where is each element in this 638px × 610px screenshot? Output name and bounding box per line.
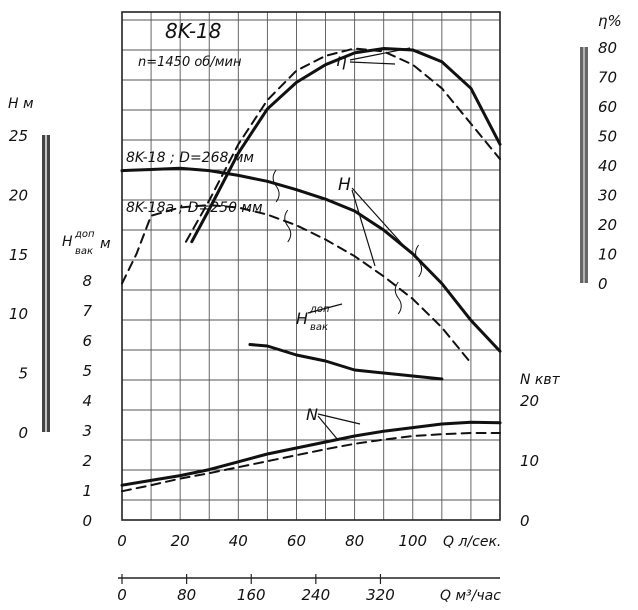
- x-tick-label: 20: [171, 532, 190, 550]
- series-n-solid-line: [120, 420, 502, 487]
- h-tick-label: 0: [18, 424, 28, 442]
- curves: [120, 46, 502, 493]
- eta-tick-label: 10: [598, 246, 617, 264]
- plot-border: [121, 11, 501, 521]
- eta-tick-label: 20: [598, 216, 617, 234]
- h-leader-line: [351, 187, 405, 247]
- x2-tick-label: 240: [302, 586, 331, 604]
- hvak-curve-label: H: [296, 309, 308, 328]
- hvak-tick-label: 2: [82, 452, 92, 470]
- operating-range-brace: [394, 281, 402, 315]
- labels: 0 20 40 60 80 100 Q л/сек.0 80 160 240 320 Q м³/час…: [8, 12, 622, 604]
- hvak-tick-label: 6: [82, 332, 92, 350]
- h-leader-line: [351, 189, 376, 267]
- hvak-axis-label-sub: вак: [75, 246, 93, 257]
- h-tick-label: 20: [9, 186, 28, 204]
- hvak-tick-label: 7: [82, 302, 92, 320]
- eta-tick-label: 70: [598, 69, 617, 87]
- eta-axis-label: η%: [598, 12, 622, 30]
- x-tick-label: 0: [117, 532, 127, 550]
- series-label-d268: 8K-18 ; D=268 мм: [126, 150, 254, 166]
- n-tick-label: 20: [520, 392, 539, 410]
- hvak-axis-unit: м: [100, 236, 111, 252]
- hvak-leader-line: [307, 303, 343, 314]
- eta-tick-label: 60: [598, 98, 617, 116]
- h-axis-label: H м: [8, 96, 34, 112]
- chart-title: 8K-18: [165, 19, 222, 43]
- operating-range-brace: [415, 244, 423, 278]
- x-axis-label: Q л/сек.: [443, 534, 501, 550]
- hvak-axis-label-sup: доп: [74, 229, 95, 240]
- operating-range-brace: [284, 209, 292, 243]
- n-curve-label: N: [306, 405, 318, 424]
- hvak-tick-label: 1: [82, 482, 92, 500]
- x2-tick-label: 320: [366, 586, 395, 604]
- hvak-tick-label: 3: [82, 422, 92, 440]
- h-tick-label: 25: [9, 127, 28, 145]
- hvak-axis-label: H: [62, 234, 73, 250]
- series-hvak-solid-line: [248, 343, 444, 381]
- eta-tick-label: 50: [598, 128, 617, 146]
- series-n-dashed-line: [121, 432, 501, 493]
- eta-leader-line: [349, 61, 396, 65]
- operating-range-brace: [272, 169, 280, 203]
- h-tick-label: 15: [9, 246, 28, 264]
- hvak-tick-label: 8: [82, 272, 92, 290]
- x-tick-label: 40: [229, 532, 248, 550]
- x2-tick-label: 160: [237, 586, 266, 604]
- hvak-curve-label-sub: вак: [310, 322, 328, 333]
- series-eta-solid-line: [190, 46, 502, 244]
- hvak-tick-label: 0: [82, 512, 92, 530]
- x2-tick-label: 80: [177, 586, 196, 604]
- eta-tick-label: 0: [598, 275, 608, 293]
- h-tick-label: 5: [18, 365, 28, 383]
- n-tick-label: 0: [520, 512, 530, 530]
- n-tick-label: 10: [520, 452, 539, 470]
- series-h-solid-line: [120, 166, 502, 353]
- eta-leader-line: [349, 47, 411, 61]
- eta-tick-label: 40: [598, 157, 617, 175]
- eta-curve-label: η: [336, 51, 347, 71]
- series-label-d250: 8K-18a ; D=250 мм: [126, 200, 263, 216]
- x-tick-label: 60: [287, 532, 306, 550]
- plot-frame: [42, 11, 588, 584]
- n-axis-label: N квт: [520, 372, 561, 388]
- x-tick-label: 100: [398, 532, 427, 550]
- h-tick-label: 10: [9, 305, 28, 323]
- n-leader-line: [317, 413, 361, 425]
- chart-subtitle: n=1450 об/мин: [138, 55, 242, 70]
- series-h-dashed-line: [121, 204, 472, 365]
- eta-tick-label: 30: [598, 187, 617, 205]
- h-curve-label: H: [338, 175, 351, 195]
- hvak-tick-label: 4: [82, 392, 92, 410]
- x-tick-label: 80: [345, 532, 364, 550]
- n-leader-line: [317, 415, 339, 441]
- x2-axis-label: Q м³/час: [440, 588, 501, 604]
- eta-tick-label: 80: [598, 39, 617, 57]
- x2-tick-label: 0: [117, 586, 127, 604]
- hvak-tick-label: 5: [82, 362, 92, 380]
